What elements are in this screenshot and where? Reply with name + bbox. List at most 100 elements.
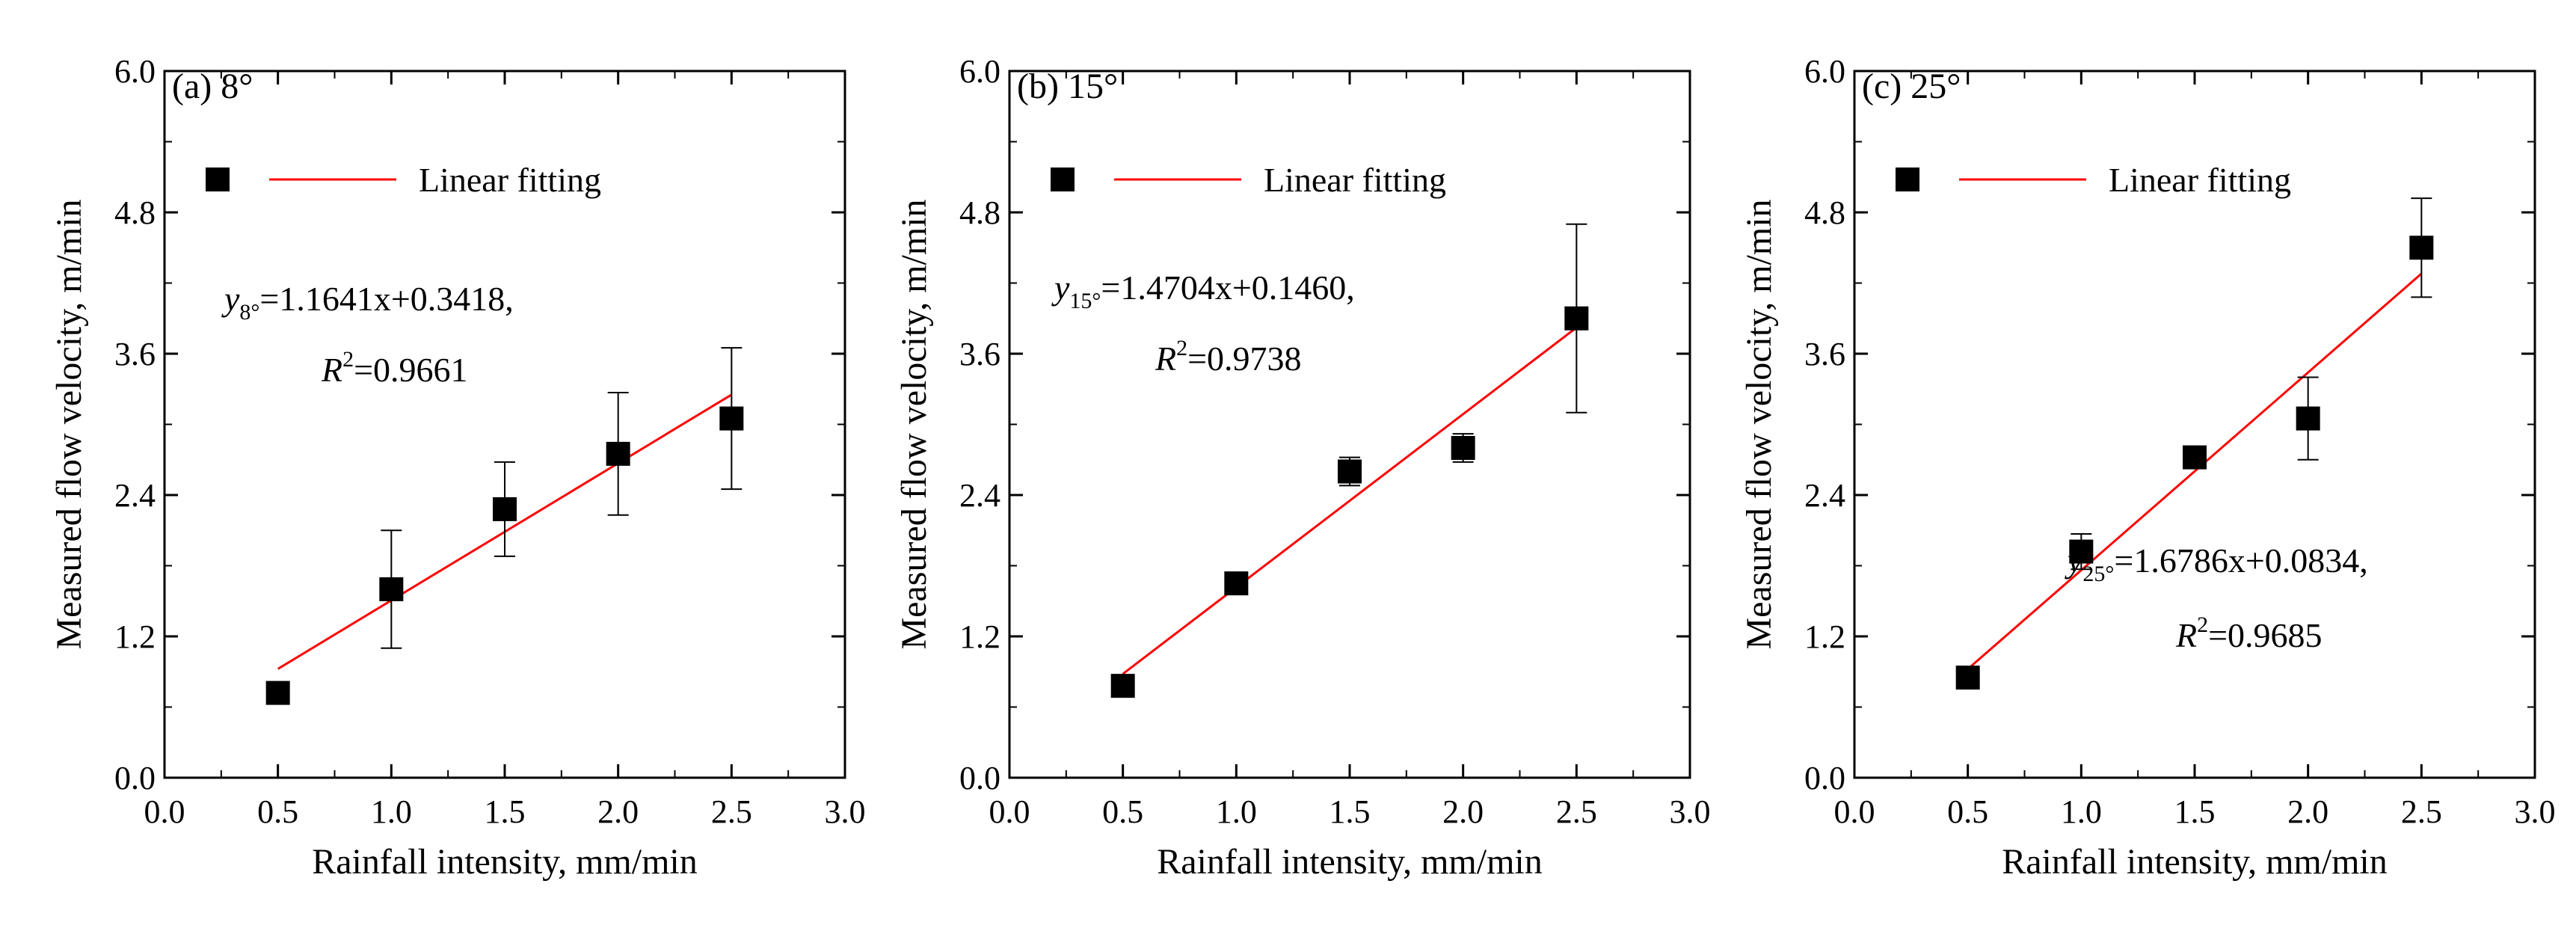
data-point <box>1338 459 1362 484</box>
data-point <box>2296 406 2320 431</box>
panel-title: (a) 8° <box>172 67 253 106</box>
x-axis-title: Rainfall intensity, mm/min <box>312 842 698 882</box>
y-axis-title: Measured flow velocity, m/min <box>894 199 934 649</box>
fit-equation: y25°=1.6786x+0.0834, <box>2065 541 2368 586</box>
x-tick-label: 0.5 <box>257 793 298 830</box>
r2-base: R <box>2175 616 2197 654</box>
y-tick-label: 4.8 <box>114 194 156 231</box>
r2-rhs: =0.9661 <box>354 351 467 389</box>
eq-subscript: 8° <box>239 300 259 325</box>
y-tick-label: 0.0 <box>1804 760 1845 796</box>
data-point <box>719 406 744 431</box>
y-tick-label: 3.6 <box>114 336 156 372</box>
x-tick-label: 1.0 <box>1216 793 1257 830</box>
legend-marker <box>1051 168 1075 191</box>
data-point <box>1564 306 1589 331</box>
y-tick-label: 6.0 <box>114 53 156 90</box>
x-axis-title: Rainfall intensity, mm/min <box>2002 842 2388 882</box>
fit-r-squared: R2=0.9661 <box>321 347 468 389</box>
eq-y: y <box>2065 541 2083 580</box>
y-tick-label: 0.0 <box>959 760 1000 796</box>
legend-label: Linear fitting <box>1264 161 1446 199</box>
y-tick-label: 2.4 <box>959 477 1000 514</box>
x-axis-title: Rainfall intensity, mm/min <box>1157 842 1543 882</box>
chart-panel-1: 0.0 0.5 1.0 1.5 2.0 2.5 3.0 0.0 1.2 2.4 3.6 4.8 6.0 R… <box>49 53 866 882</box>
x-tick-label: 0.0 <box>1834 793 1875 830</box>
data-point <box>1110 674 1135 698</box>
legend-marker <box>206 168 230 191</box>
y-axis-title: Measured flow velocity, m/min <box>49 199 89 649</box>
data-point <box>1955 666 1980 690</box>
chart-panel-2: 0.0 0.5 1.0 1.5 2.0 2.5 3.0 0.0 1.2 2.4 3.6 4.8 6.0 R… <box>894 53 1711 882</box>
data-point <box>1224 571 1249 596</box>
data-point <box>265 680 290 705</box>
x-tick-label: 3.0 <box>1670 793 1711 830</box>
y-tick-label: 6.0 <box>959 53 1000 90</box>
fit-equation: y15°=1.4704x+0.1460, <box>1051 268 1355 313</box>
eq-rhs: =1.6786x+0.0834, <box>2114 541 2367 580</box>
x-tick-label: 2.5 <box>2401 793 2442 830</box>
data-point <box>493 497 517 521</box>
data-point <box>379 577 404 601</box>
r2-sup: 2 <box>2197 612 2208 637</box>
panel-title: (b) 15° <box>1017 67 1118 106</box>
x-tick-label: 1.0 <box>2061 793 2102 830</box>
y-tick-label: 4.8 <box>1804 194 1845 231</box>
y-axis-title: Measured flow velocity, m/min <box>1739 199 1779 649</box>
y-tick-label: 3.6 <box>1804 336 1845 372</box>
r2-sup: 2 <box>342 347 354 372</box>
x-tick-label: 2.5 <box>1556 793 1597 830</box>
x-tick-label: 2.0 <box>597 793 639 830</box>
r2-base: R <box>321 351 342 389</box>
y-tick-label: 1.2 <box>959 618 1000 655</box>
x-tick-label: 0.5 <box>1102 793 1143 830</box>
data-point <box>2069 539 2094 564</box>
eq-y: y <box>221 280 240 318</box>
x-tick-label: 1.5 <box>485 793 526 830</box>
chart-panel-3: 0.0 0.5 1.0 1.5 2.0 2.5 3.0 0.0 1.2 2.4 3.6 4.8 6.0 R… <box>1739 53 2556 882</box>
x-tick-label: 1.0 <box>371 793 412 830</box>
r2-rhs: =0.9738 <box>1187 339 1301 378</box>
y-tick-label: 3.6 <box>959 336 1000 372</box>
legend-label: Linear fitting <box>419 161 601 199</box>
r2-base: R <box>1155 339 1176 378</box>
eq-subscript: 25° <box>2082 562 2114 586</box>
data-point <box>2183 445 2207 470</box>
r2-rhs: =0.9685 <box>2208 616 2322 654</box>
fit-r-squared: R2=0.9685 <box>2175 612 2323 654</box>
x-tick-label: 0.0 <box>144 793 185 830</box>
y-tick-label: 1.2 <box>114 618 156 655</box>
x-tick-label: 1.5 <box>2174 793 2216 830</box>
x-tick-label: 2.0 <box>1442 793 1484 830</box>
eq-rhs: =1.1641x+0.3418, <box>259 280 513 318</box>
y-tick-label: 1.2 <box>1804 618 1845 655</box>
x-tick-label: 2.5 <box>711 793 752 830</box>
x-tick-label: 3.0 <box>2515 793 2556 830</box>
x-tick-label: 2.0 <box>2287 793 2328 830</box>
y-tick-label: 0.0 <box>114 760 156 796</box>
legend-marker <box>1896 168 1919 191</box>
fit-line <box>1967 272 2423 670</box>
eq-rhs: =1.4704x+0.1460, <box>1101 268 1354 307</box>
data-point <box>606 441 630 466</box>
data-point <box>1451 436 1475 460</box>
y-tick-label: 4.8 <box>959 194 1000 231</box>
eq-y: y <box>1051 268 1070 307</box>
data-point <box>2409 236 2434 260</box>
y-tick-label: 2.4 <box>1804 477 1845 514</box>
fit-r-squared: R2=0.9738 <box>1155 336 1302 378</box>
x-tick-label: 0.0 <box>989 793 1030 830</box>
fit-line <box>1122 326 1578 675</box>
fit-equation: y8°=1.1641x+0.3418, <box>221 280 514 325</box>
y-tick-label: 6.0 <box>1804 53 1845 90</box>
legend-label: Linear fitting <box>2109 161 2291 199</box>
x-tick-label: 0.5 <box>1947 793 1988 830</box>
eq-subscript: 15° <box>1069 289 1101 313</box>
x-tick-label: 1.5 <box>1330 793 1371 830</box>
r2-sup: 2 <box>1176 336 1187 360</box>
x-tick-label: 3.0 <box>825 793 866 830</box>
y-tick-label: 2.4 <box>114 477 156 514</box>
panel-title: (c) 25° <box>1862 67 1961 106</box>
